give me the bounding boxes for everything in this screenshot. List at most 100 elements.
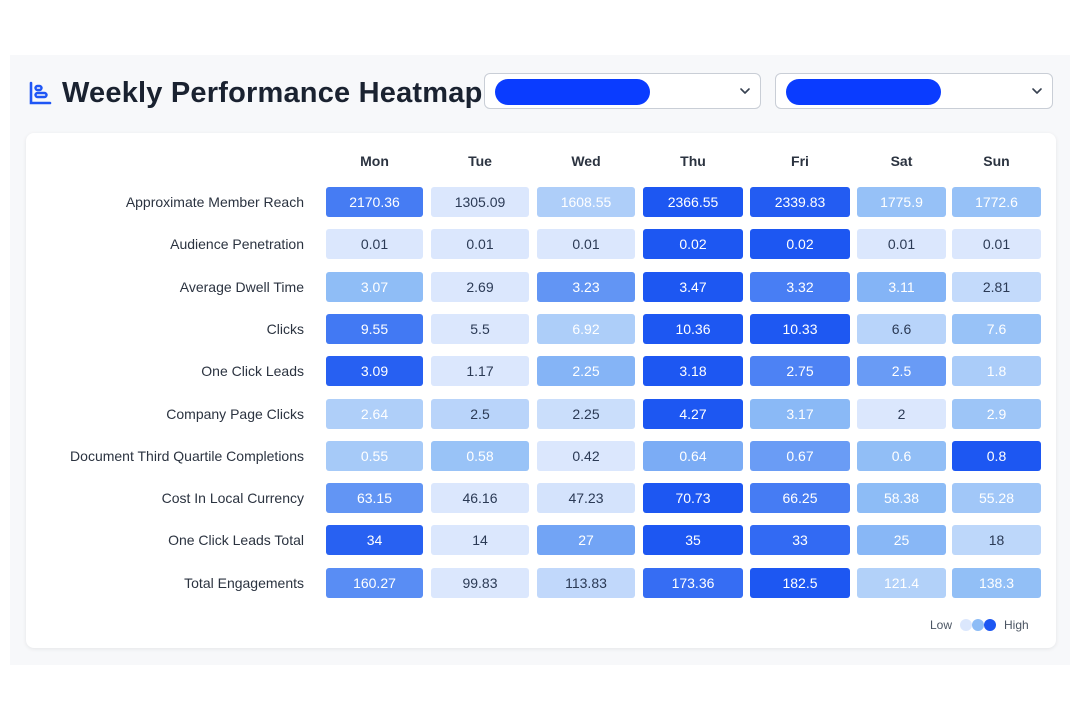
heatmap-cell[interactable]: 6.6 — [857, 313, 946, 344]
heatmap-cell[interactable]: 0.58 — [431, 440, 529, 471]
heatmap-cell[interactable]: 7.6 — [952, 313, 1041, 344]
heatmap-cell[interactable]: 0.01 — [952, 229, 1041, 260]
row-label: Document Third Quartile Completions — [70, 447, 304, 464]
heatmap-cell[interactable]: 58.38 — [857, 483, 946, 514]
heatmap-cell[interactable]: 1772.6 — [952, 187, 1041, 217]
heatmap-cell[interactable]: 1608.55 — [537, 187, 635, 217]
heatmap-cell[interactable]: 0.8 — [952, 440, 1041, 471]
heatmap-cell[interactable]: 0.42 — [537, 440, 635, 471]
heatmap-cell[interactable]: 2.5 — [431, 398, 529, 429]
row-label: Clicks — [266, 320, 304, 337]
heatmap-cell[interactable]: 27 — [537, 525, 635, 556]
legend-low-label: Low — [930, 618, 953, 632]
chevron-down-icon — [1032, 88, 1042, 94]
heatmap-cell[interactable]: 1.17 — [431, 356, 529, 387]
heatmap-cell[interactable]: 0.01 — [326, 229, 423, 260]
heatmap-cell[interactable]: 2.64 — [326, 398, 423, 429]
heatmap-cell[interactable]: 55.28 — [952, 483, 1041, 514]
row-label: Total Engagements — [184, 574, 304, 591]
heatmap-cell[interactable]: 2339.83 — [750, 187, 850, 217]
heatmap-cell[interactable]: 63.15 — [326, 483, 423, 514]
heatmap-cell[interactable]: 1.8 — [952, 356, 1041, 387]
header: Weekly Performance Heatmap — [10, 55, 1070, 133]
heatmap-cell[interactable]: 70.73 — [643, 483, 743, 514]
heatmap-cell[interactable]: 3.11 — [857, 271, 946, 302]
heatmap-cell[interactable]: 1305.09 — [431, 187, 529, 217]
heatmap-cell[interactable]: 0.55 — [326, 440, 423, 471]
heatmap-cell[interactable]: 5.5 — [431, 313, 529, 344]
heatmap-cell[interactable]: 6.92 — [537, 313, 635, 344]
heatmap-cell[interactable]: 0.02 — [643, 229, 743, 260]
dashboard-panel: Weekly Performance Heatmap Low High Mon T… — [10, 55, 1070, 665]
column-header-sat: Sat — [890, 153, 913, 169]
heatmap-cell[interactable]: 0.67 — [750, 440, 850, 471]
heatmap-cell[interactable]: 113.83 — [537, 567, 635, 598]
filter-select-1[interactable] — [484, 73, 761, 109]
heatmap-cell[interactable]: 2.25 — [537, 398, 635, 429]
heatmap-cell[interactable]: 3.32 — [750, 271, 850, 302]
row-label: One Click Leads Total — [168, 532, 304, 549]
heatmap-cell[interactable]: 2.69 — [431, 271, 529, 302]
heatmap-cell[interactable]: 2.81 — [952, 271, 1041, 302]
heatmap-cell[interactable]: 35 — [643, 525, 743, 556]
heatmap-cell[interactable]: 18 — [952, 525, 1041, 556]
column-header-fri: Fri — [791, 153, 809, 169]
heatmap-cell[interactable]: 4.27 — [643, 398, 743, 429]
heatmap-cell[interactable]: 0.01 — [431, 229, 529, 260]
heatmap-cell[interactable]: 3.17 — [750, 398, 850, 429]
heatmap-cell[interactable]: 2.75 — [750, 356, 850, 387]
heatmap-cell[interactable]: 47.23 — [537, 483, 635, 514]
legend-swatch-high — [984, 619, 996, 631]
heatmap-cell[interactable]: 46.16 — [431, 483, 529, 514]
chart-bars-icon — [29, 81, 52, 105]
heatmap-cell[interactable]: 3.09 — [326, 356, 423, 387]
filter-select-2[interactable] — [775, 73, 1053, 109]
column-header-mon: Mon — [360, 153, 389, 169]
heatmap-cell[interactable]: 160.27 — [326, 567, 423, 598]
column-header-sun: Sun — [983, 153, 1010, 169]
heatmap-cell[interactable]: 0.01 — [537, 229, 635, 260]
heatmap-cell[interactable]: 173.36 — [643, 567, 743, 598]
heatmap-cell[interactable]: 14 — [431, 525, 529, 556]
heatmap-cell[interactable]: 1775.9 — [857, 187, 946, 217]
row-label: One Click Leads — [201, 363, 304, 380]
heatmap-cell[interactable]: 2170.36 — [326, 187, 423, 217]
legend-swatch-mid — [972, 619, 984, 631]
heatmap-cell[interactable]: 3.23 — [537, 271, 635, 302]
heatmap-cell[interactable]: 10.36 — [643, 313, 743, 344]
heatmap-cell[interactable]: 66.25 — [750, 483, 850, 514]
heatmap-cell[interactable]: 25 — [857, 525, 946, 556]
heatmap-cell[interactable]: 138.3 — [952, 567, 1041, 598]
column-header-thu: Thu — [680, 153, 706, 169]
selected-value — [786, 79, 941, 105]
heatmap-cell[interactable]: 33 — [750, 525, 850, 556]
row-label: Approximate Member Reach — [125, 194, 304, 210]
heatmap-cell[interactable]: 2 — [857, 398, 946, 429]
heatmap-cell[interactable]: 3.18 — [643, 356, 743, 387]
heatmap-cell[interactable]: 34 — [326, 525, 423, 556]
heatmap-cell[interactable]: 2.9 — [952, 398, 1041, 429]
legend-swatch-low — [960, 619, 972, 631]
column-header-wed: Wed — [571, 153, 601, 169]
row-label: Cost In Local Currency — [161, 490, 304, 507]
heatmap-cell[interactable]: 3.47 — [643, 271, 743, 302]
legend-high-label: High — [1004, 618, 1029, 632]
color-legend: Low High — [930, 616, 1040, 634]
heatmap-cell[interactable]: 0.64 — [643, 440, 743, 471]
selected-value — [495, 79, 650, 105]
heatmap-cell[interactable]: 0.02 — [750, 229, 850, 260]
heatmap-cell[interactable]: 0.01 — [857, 229, 946, 260]
column-header-tue: Tue — [468, 153, 492, 169]
heatmap-cell[interactable]: 2.25 — [537, 356, 635, 387]
heatmap-cell[interactable]: 9.55 — [326, 313, 423, 344]
heatmap-cell[interactable]: 3.07 — [326, 271, 423, 302]
heatmap-cell[interactable]: 99.83 — [431, 567, 529, 598]
heatmap-cell[interactable]: 121.4 — [857, 567, 946, 598]
heatmap-cell[interactable]: 10.33 — [750, 313, 850, 344]
row-label: Average Dwell Time — [179, 278, 304, 295]
heatmap-cell[interactable]: 2.5 — [857, 356, 946, 387]
page-title: Weekly Performance Heatmap — [62, 77, 483, 109]
heatmap-cell[interactable]: 2366.55 — [643, 187, 743, 217]
heatmap-cell[interactable]: 0.6 — [857, 440, 946, 471]
heatmap-cell[interactable]: 182.5 — [750, 567, 850, 598]
